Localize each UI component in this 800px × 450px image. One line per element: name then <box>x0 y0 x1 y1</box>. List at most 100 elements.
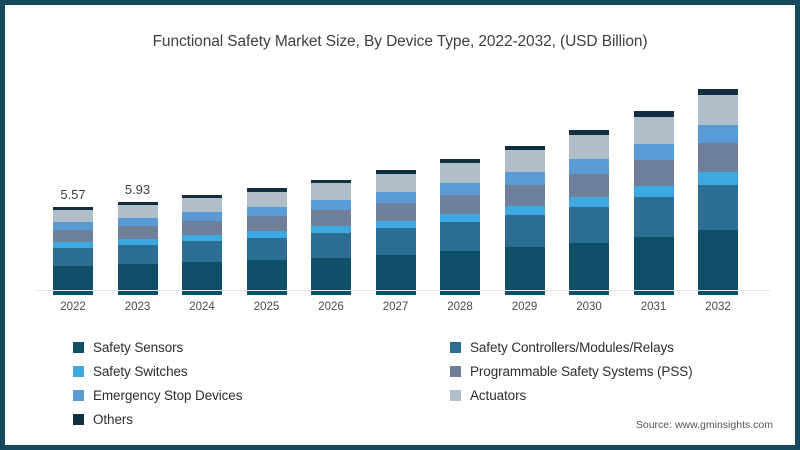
segment-2022-others <box>53 207 93 210</box>
bar-2027[interactable] <box>375 170 416 295</box>
segment-2026-safety-sensors <box>311 257 351 295</box>
segment-2027-safety-switches <box>375 220 416 229</box>
legend-item-safety_sensors[interactable]: Safety Sensors <box>73 335 242 359</box>
x-axis-label-2030: 2030 <box>576 301 602 313</box>
x-axis-label-2032: 2032 <box>705 301 731 313</box>
bar-2026[interactable] <box>311 179 351 295</box>
segment-2024-programmable-safety-systems-pss <box>182 221 222 236</box>
segment-2031-safety-sensors <box>633 236 674 295</box>
segment-2023-safety-controllers-modules-relays <box>117 244 158 265</box>
segment-2028-safety-switches <box>440 213 480 223</box>
segment-2029-actuators <box>504 150 545 172</box>
segment-2030-actuators <box>569 135 609 159</box>
segment-2023-emergency-stop-devices <box>117 217 158 227</box>
bar-2032[interactable] <box>698 88 738 295</box>
segment-2022-safety-switches <box>53 242 93 248</box>
segment-2028-programmable-safety-systems-pss <box>440 194 480 214</box>
bar-2029[interactable] <box>504 145 545 295</box>
segment-2025-emergency-stop-devices <box>246 206 287 217</box>
x-axis-label-2029: 2029 <box>511 301 538 313</box>
bar-2023[interactable] <box>117 201 158 295</box>
legend-item-actuators[interactable]: Actuators <box>450 383 693 407</box>
segment-2025-actuators <box>246 191 287 207</box>
segment-2032-safety-sensors <box>698 230 738 295</box>
segment-2029-others <box>504 145 545 151</box>
segment-2029-safety-controllers-modules-relays <box>504 215 545 248</box>
segment-2025-safety-switches <box>246 231 287 238</box>
segment-2025-programmable-safety-systems-pss <box>246 216 287 232</box>
bar-2022[interactable] <box>53 207 93 295</box>
segment-2022-emergency-stop-devices <box>53 222 93 231</box>
legend-column-right: Safety Controllers/Modules/Relays Program… <box>450 335 693 407</box>
segment-2027-emergency-stop-devices <box>375 191 416 203</box>
segment-2023-others <box>117 201 158 205</box>
segment-2028-safety-controllers-modules-relays <box>440 222 480 252</box>
segment-2030-others <box>569 130 609 136</box>
segment-2029-safety-sensors <box>504 247 545 295</box>
source-attribution: Source: www.gminsights.com <box>635 419 773 431</box>
segment-2031-safety-controllers-modules-relays <box>633 197 674 237</box>
legend-label-emergency_stop_devices: Emergency Stop Devices <box>93 387 243 403</box>
segment-2023-safety-switches <box>117 239 158 245</box>
legend-swatch-icon-emergency_stop_devices <box>73 389 84 401</box>
segment-2031-programmable-safety-systems-pss <box>633 159 674 186</box>
segment-2024-emergency-stop-devices <box>182 212 222 222</box>
legend-column-left: Safety Sensors Safety Switches Emergency S… <box>73 335 242 431</box>
legend-label-safety_controllers: Safety Controllers/Modules/Relays <box>470 339 674 355</box>
segment-2030-safety-switches <box>569 196 609 207</box>
legend-item-safety_controllers[interactable]: Safety Controllers/Modules/Relays <box>450 335 693 359</box>
segment-2028-emergency-stop-devices <box>440 182 480 195</box>
x-axis-label-2028: 2028 <box>447 301 473 313</box>
bar-2024[interactable] <box>182 195 222 295</box>
segment-2030-programmable-safety-systems-pss <box>569 173 609 197</box>
segment-2022-safety-controllers-modules-relays <box>53 247 93 267</box>
segment-2032-safety-controllers-modules-relays <box>698 185 738 231</box>
segment-2029-emergency-stop-devices <box>504 171 545 186</box>
segment-2029-safety-switches <box>504 206 545 216</box>
segment-2031-others <box>633 111 674 118</box>
segment-2030-safety-controllers-modules-relays <box>569 206 609 243</box>
x-axis-label-2022: 2022 <box>60 301 86 313</box>
bar-2031[interactable] <box>633 111 674 295</box>
x-axis-label-2031: 2031 <box>640 301 667 313</box>
x-axis-line <box>35 290 770 291</box>
segment-2032-others <box>698 88 738 96</box>
chart-title: Functional Safety Market Size, By Device… <box>152 33 648 50</box>
legend-item-safety_switches[interactable]: Safety Switches <box>73 359 242 383</box>
segment-2026-safety-switches <box>311 226 351 234</box>
segment-2025-safety-sensors <box>246 260 287 295</box>
segment-2024-others <box>182 195 222 199</box>
bar-2030[interactable] <box>569 130 609 295</box>
segment-2031-emergency-stop-devices <box>633 143 674 160</box>
bar-2028[interactable] <box>440 158 480 295</box>
segment-2030-emergency-stop-devices <box>569 158 609 174</box>
segment-2024-safety-sensors <box>182 262 222 295</box>
bar-2025[interactable] <box>246 188 287 295</box>
segment-2026-actuators <box>311 183 351 200</box>
legend-swatch-icon-safety_sensors <box>73 341 84 353</box>
legend-item-others[interactable]: Others <box>73 407 242 431</box>
legend-swatch-icon-safety_controllers <box>450 341 461 353</box>
segment-2032-emergency-stop-devices <box>698 124 738 144</box>
segment-2032-actuators <box>698 95 738 125</box>
x-axis-label-2026: 2026 <box>318 301 344 313</box>
legend-swatch-icon-pss <box>450 365 461 377</box>
segment-2023-safety-sensors <box>117 264 158 295</box>
x-axis-label-2025: 2025 <box>253 301 280 313</box>
chart-legend: Safety Sensors Safety Switches Emergency S… <box>73 335 773 427</box>
data-label-2023: 5.93 <box>124 181 151 197</box>
segment-2031-actuators <box>633 117 674 144</box>
legend-label-pss: Programmable Safety Systems (PSS) <box>470 363 693 379</box>
legend-label-others: Others <box>93 411 133 427</box>
segment-2025-safety-controllers-modules-relays <box>246 237 287 261</box>
segment-2026-emergency-stop-devices <box>311 199 351 210</box>
segment-2032-programmable-safety-systems-pss <box>698 143 738 173</box>
legend-swatch-icon-safety_switches <box>73 365 84 377</box>
segment-2032-safety-switches <box>698 172 738 186</box>
x-axis-label-2024: 2024 <box>189 301 215 313</box>
segment-2026-safety-controllers-modules-relays <box>311 233 351 258</box>
legend-item-pss[interactable]: Programmable Safety Systems (PSS) <box>450 359 693 383</box>
segment-2027-others <box>375 170 416 175</box>
legend-item-emergency_stop_devices[interactable]: Emergency Stop Devices <box>73 383 242 407</box>
